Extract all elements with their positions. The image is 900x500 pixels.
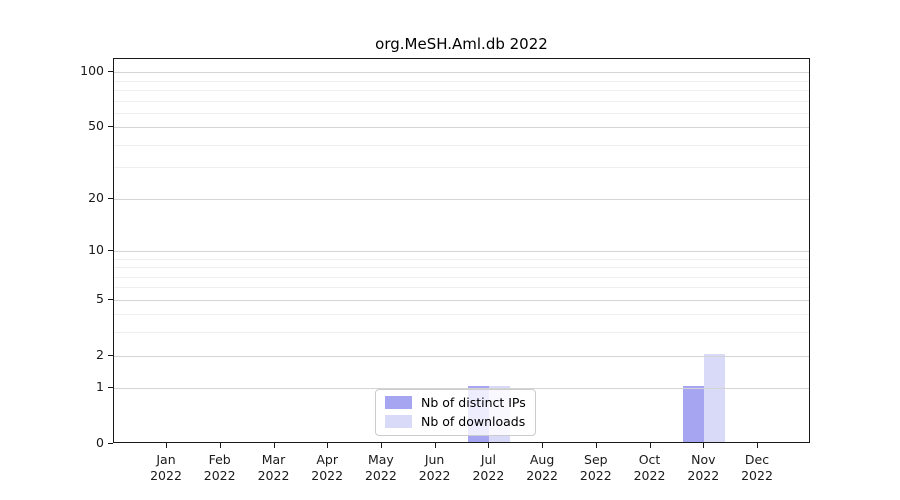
y-tick-label: 2	[96, 346, 104, 362]
x-tick-label: Jul 2022	[472, 452, 505, 483]
x-tick-mark	[380, 443, 382, 448]
minor-gridline	[114, 80, 809, 82]
legend-label-distinct-ips: Nb of distinct IPs	[421, 395, 526, 410]
minor-gridline	[114, 144, 809, 146]
y-tick-mark	[108, 387, 113, 389]
bar-downloads	[704, 353, 726, 442]
minor-gridline	[114, 90, 809, 91]
minor-gridline	[114, 167, 809, 169]
legend-label-downloads: Nb of downloads	[421, 414, 526, 429]
y-tick-label: 0	[96, 435, 104, 450]
bar-distinct-ips	[683, 386, 705, 442]
major-gridline	[114, 388, 809, 390]
x-tick-mark	[649, 443, 651, 448]
x-tick-label: Nov 2022	[687, 452, 720, 483]
x-tick-mark	[595, 443, 597, 448]
chart-title: org.MeSH.Aml.db 2022	[375, 35, 548, 53]
x-tick-label: Oct 2022	[633, 452, 666, 483]
x-tick-label: Jun 2022	[418, 452, 451, 483]
legend-item-downloads: Nb of downloads	[385, 414, 526, 429]
minor-gridline	[114, 276, 809, 278]
legend: Nb of distinct IPs Nb of downloads	[375, 389, 536, 436]
x-tick-mark	[434, 443, 436, 448]
x-tick-label: Jan 2022	[150, 452, 182, 483]
x-tick-mark	[166, 443, 167, 448]
minor-gridline	[114, 100, 809, 102]
y-tick-mark	[108, 197, 113, 199]
x-tick-label: Aug 2022	[526, 452, 558, 483]
x-tick-mark	[273, 443, 275, 448]
minor-gridline	[114, 314, 809, 316]
y-tick-label: 50	[88, 118, 104, 134]
y-tick-label: 10	[88, 241, 104, 257]
y-tick-label: 1	[96, 379, 104, 395]
minor-gridline	[114, 287, 809, 289]
minor-gridline	[114, 332, 809, 334]
x-tick-label: May 2022	[364, 452, 397, 483]
minor-gridline	[114, 112, 809, 114]
major-gridline	[114, 299, 809, 301]
x-tick-mark	[219, 443, 221, 448]
x-tick-mark	[488, 443, 490, 448]
y-tick-label: 5	[96, 290, 104, 306]
x-tick-mark	[703, 443, 705, 448]
y-tick-mark	[108, 249, 113, 251]
legend-swatch-downloads	[385, 415, 412, 428]
major-gridline	[114, 250, 809, 252]
plot-area	[113, 58, 810, 443]
legend-swatch-distinct-ips	[385, 396, 412, 409]
y-tick-mark	[108, 298, 113, 300]
x-tick-label: Dec 2022	[741, 452, 773, 483]
major-gridline	[114, 72, 809, 74]
y-tick-mark	[108, 443, 113, 444]
major-gridline	[114, 198, 809, 200]
y-tick-mark	[108, 126, 113, 128]
y-tick-label: 20	[88, 189, 104, 205]
x-tick-mark	[327, 443, 329, 448]
y-tick-label: 100	[80, 63, 104, 79]
major-gridline	[114, 355, 809, 357]
y-tick-mark	[108, 71, 113, 73]
x-tick-mark	[757, 443, 758, 448]
x-tick-label: Apr 2022	[311, 452, 344, 483]
x-tick-label: Mar 2022	[257, 452, 290, 483]
x-tick-label: Feb 2022	[203, 452, 236, 483]
x-tick-label: Sep 2022	[579, 452, 612, 483]
major-gridline	[114, 127, 809, 129]
y-tick-mark	[108, 354, 113, 356]
x-tick-mark	[542, 443, 544, 448]
minor-gridline	[114, 258, 809, 260]
legend-item-distinct-ips: Nb of distinct IPs	[385, 395, 526, 410]
minor-gridline	[114, 267, 809, 268]
